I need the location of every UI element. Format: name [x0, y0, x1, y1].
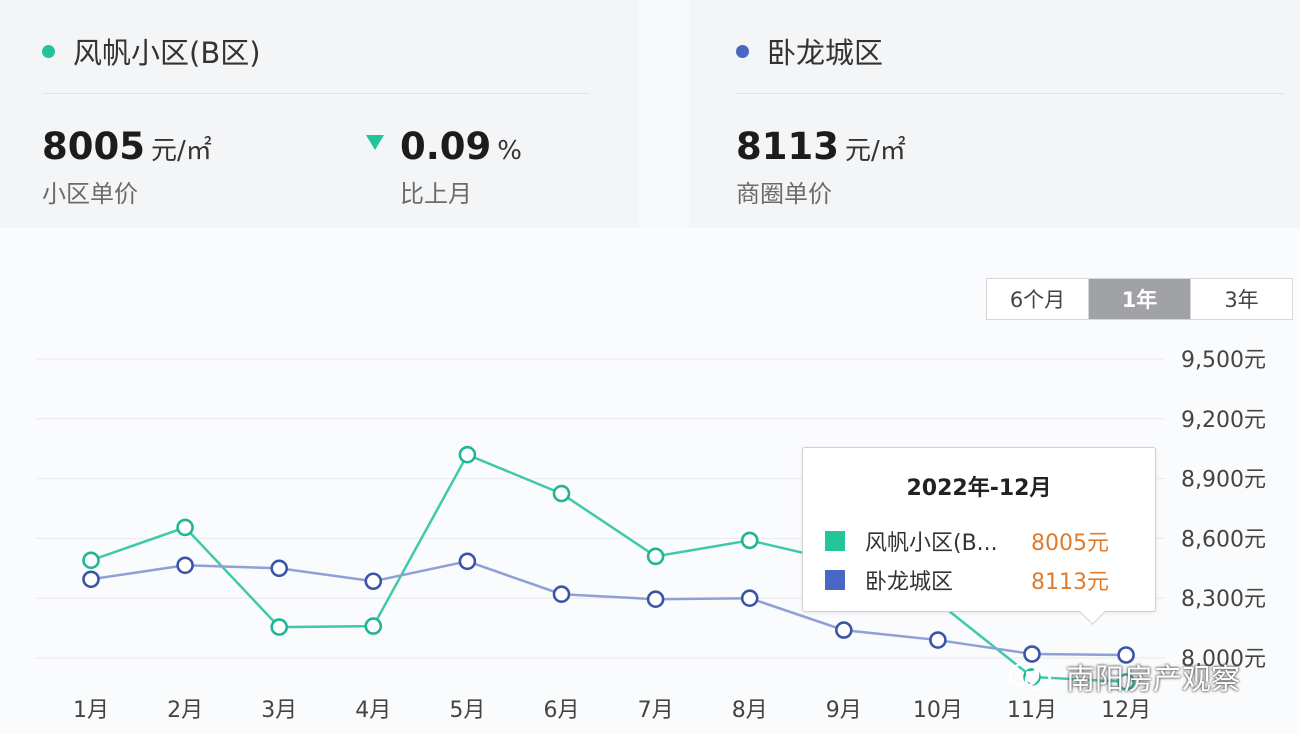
watermark-text: 南阳房产观察 [1066, 662, 1241, 696]
district-price-stat: 8113 元/㎡ 商圈单价 [736, 125, 906, 209]
series-line-district [90, 560, 1127, 657]
x-tick-label: 8月 [732, 698, 768, 723]
watermark: 南阳房产观察 [1008, 656, 1240, 698]
data-point-community [364, 617, 383, 635]
tooltip-series-value: 8113元 [1031, 570, 1109, 595]
district-dot-icon [736, 44, 749, 58]
community-card: 风帆小区(B区) 8005 元/㎡ 小区单价 0.09% 比上月 [0, 0, 638, 228]
data-point-district [929, 631, 947, 649]
community-title: 风帆小区(B区) [42, 30, 261, 72]
divider [736, 93, 1284, 94]
tooltip-title: 2022年-12月 [906, 476, 1052, 501]
district-price-label: 商圈单价 [736, 180, 832, 208]
x-tick-label: 4月 [355, 698, 391, 723]
tooltip-row-community: 风帆小区(B... 8005元 [825, 525, 1109, 557]
data-point-district [82, 570, 100, 589]
range-selector: 6个月 1年 3年 [986, 278, 1293, 320]
y-tick-label: 8,900元 [1181, 468, 1266, 493]
district-price: 8113 [736, 125, 839, 168]
x-tick-label: 7月 [638, 698, 674, 723]
district-name: 卧龙城区 [767, 36, 884, 70]
data-point-district [552, 585, 571, 604]
tooltip-series-value: 8005元 [1031, 531, 1109, 556]
data-point-community [740, 531, 759, 550]
chart-tooltip: 2022年-12月 风帆小区(B... 8005元 卧龙城区 8113元 [802, 447, 1156, 625]
legend-swatch-district [825, 570, 845, 590]
data-point-community [176, 518, 194, 537]
month-change-label: 比上月 [400, 180, 472, 208]
data-point-community [646, 547, 665, 566]
month-change-value: 0.09 [400, 125, 492, 168]
x-tick-label: 2月 [167, 698, 203, 723]
y-tick-label: 8,600元 [1181, 527, 1266, 552]
data-point-district [458, 552, 477, 571]
range-1-year-button[interactable]: 1年 [1089, 279, 1191, 319]
data-point-community [458, 445, 477, 464]
data-point-district [364, 572, 383, 591]
data-point-community [1117, 673, 1135, 691]
data-point-district [1117, 646, 1135, 664]
y-tick-label: 8,000元 [1181, 647, 1266, 672]
tooltip-row-district: 卧龙城区 8113元 [825, 564, 1109, 596]
x-tick-label: 9月 [826, 698, 862, 723]
legend-swatch-community [825, 531, 845, 551]
tooltip-series-name: 卧龙城区 [865, 570, 954, 595]
series-line-community [90, 453, 1127, 684]
data-point-district [834, 621, 853, 639]
district-price-unit: 元/㎡ [844, 136, 906, 166]
range-3-years-button[interactable]: 3年 [1224, 288, 1259, 312]
range-6-months-button[interactable]: 6个月 [987, 279, 1089, 319]
data-point-district [176, 556, 194, 575]
data-point-district [740, 589, 759, 608]
district-title: 卧龙城区 [736, 30, 883, 72]
x-tick-label: 12月 [1101, 698, 1151, 723]
data-point-district [646, 590, 665, 608]
x-tick-label: 1月 [73, 698, 109, 723]
y-tick-label: 9,500元 [1181, 348, 1266, 373]
data-point-district [1023, 645, 1041, 663]
month-change-stat: 0.09% 比上月 [366, 125, 522, 209]
community-price: 8005 [42, 125, 145, 168]
x-tick-label: 11月 [1007, 698, 1057, 723]
community-price-unit: 元/㎡ [150, 136, 212, 166]
data-point-community [552, 484, 571, 503]
community-name: 风帆小区(B区) [73, 36, 261, 70]
x-tick-label: 10月 [913, 698, 963, 723]
x-tick-label: 6月 [544, 698, 580, 723]
y-tick-label: 9,200元 [1181, 408, 1266, 433]
data-point-community [270, 618, 289, 636]
y-tick-label: 8,300元 [1181, 587, 1266, 612]
data-point-community [82, 551, 100, 570]
month-change-unit: % [497, 136, 523, 166]
divider [42, 93, 590, 94]
district-card: 卧龙城区 8113 元/㎡ 商圈单价 [690, 0, 1300, 228]
x-tick-label: 5月 [449, 698, 485, 723]
community-price-stat: 8005 元/㎡ 小区单价 [42, 125, 212, 209]
tooltip-series-name: 风帆小区(B... [865, 531, 998, 556]
community-dot-icon [42, 44, 55, 58]
down-triangle-icon [366, 135, 384, 150]
x-tick-label: 3月 [261, 698, 297, 723]
community-price-label: 小区单价 [42, 180, 138, 208]
data-point-district [270, 559, 289, 578]
wechat-icon [1008, 662, 1054, 692]
